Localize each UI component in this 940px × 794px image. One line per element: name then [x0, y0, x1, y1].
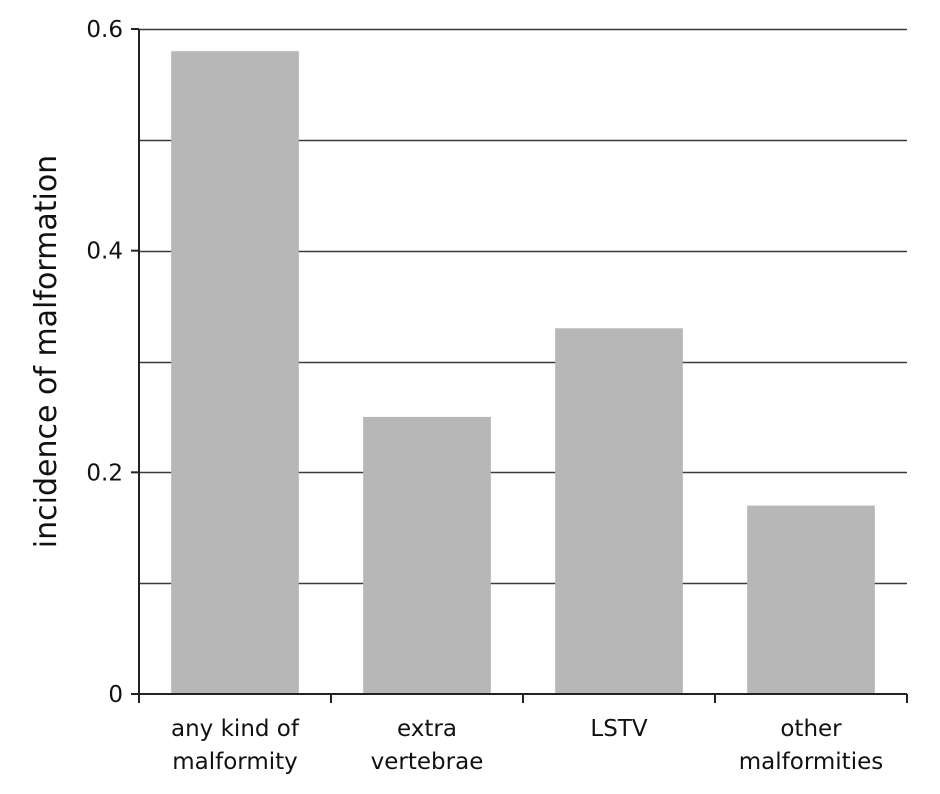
bar — [555, 328, 683, 694]
x-category-label-line: malformities — [739, 749, 883, 775]
bar — [747, 505, 875, 694]
y-tick-label: 0 — [108, 682, 123, 708]
x-category-labels: any kind of malformity extra vertebrae LSTV o… — [171, 716, 883, 775]
x-category-label: any kind of malformity — [171, 716, 300, 775]
x-category-label-line: LSTV — [590, 716, 647, 742]
y-tick-label: 0.2 — [86, 460, 123, 486]
y-tick-labels: 0 0.2 0.4 0.6 — [86, 17, 123, 708]
x-category-label-line: any kind of — [171, 716, 300, 742]
y-axis-title: incidence of malformation — [29, 155, 64, 548]
y-tick-label: 0.4 — [86, 239, 123, 265]
y-tick-label: 0.6 — [86, 17, 123, 43]
axes — [131, 28, 908, 703]
x-category-label: extra vertebrae — [371, 716, 484, 775]
x-category-label-line: malformity — [172, 749, 298, 775]
x-category-label-line: vertebrae — [371, 749, 484, 775]
x-category-label: LSTV — [590, 716, 647, 742]
x-category-label-line: other — [780, 716, 842, 742]
bar — [363, 416, 491, 694]
bars — [171, 51, 875, 694]
x-category-label: other malformities — [739, 716, 883, 775]
x-category-label-line: extra — [397, 716, 457, 742]
bar — [171, 51, 299, 694]
